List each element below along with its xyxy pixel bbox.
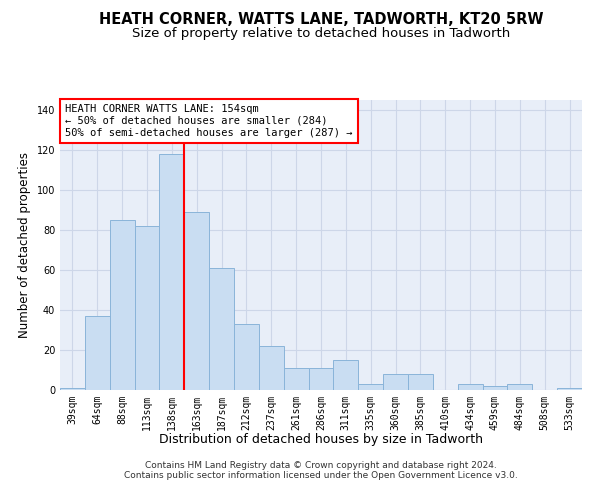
Bar (482, 386, 508, 390)
Bar (110, 220, 134, 390)
Text: Size of property relative to detached houses in Tadworth: Size of property relative to detached ho… (132, 28, 510, 40)
Bar (308, 368, 334, 390)
Bar (458, 384, 482, 390)
Bar (234, 324, 259, 390)
Bar (383, 374, 408, 390)
Bar (259, 346, 284, 390)
Bar (209, 268, 234, 390)
Text: Contains HM Land Registry data © Crown copyright and database right 2024.
Contai: Contains HM Land Registry data © Crown c… (124, 460, 518, 480)
Bar (408, 374, 433, 390)
Bar (184, 212, 209, 390)
Bar (60, 388, 85, 390)
Y-axis label: Number of detached properties: Number of detached properties (18, 152, 31, 338)
Bar (160, 154, 184, 390)
Bar (284, 368, 308, 390)
Bar (508, 384, 532, 390)
Bar (134, 226, 160, 390)
Bar (557, 388, 582, 390)
Text: HEATH CORNER, WATTS LANE, TADWORTH, KT20 5RW: HEATH CORNER, WATTS LANE, TADWORTH, KT20… (99, 12, 543, 28)
Bar (85, 316, 110, 390)
Bar (334, 360, 358, 390)
Text: HEATH CORNER WATTS LANE: 154sqm
← 50% of detached houses are smaller (284)
50% o: HEATH CORNER WATTS LANE: 154sqm ← 50% of… (65, 104, 353, 138)
Text: Distribution of detached houses by size in Tadworth: Distribution of detached houses by size … (159, 432, 483, 446)
Bar (358, 384, 383, 390)
